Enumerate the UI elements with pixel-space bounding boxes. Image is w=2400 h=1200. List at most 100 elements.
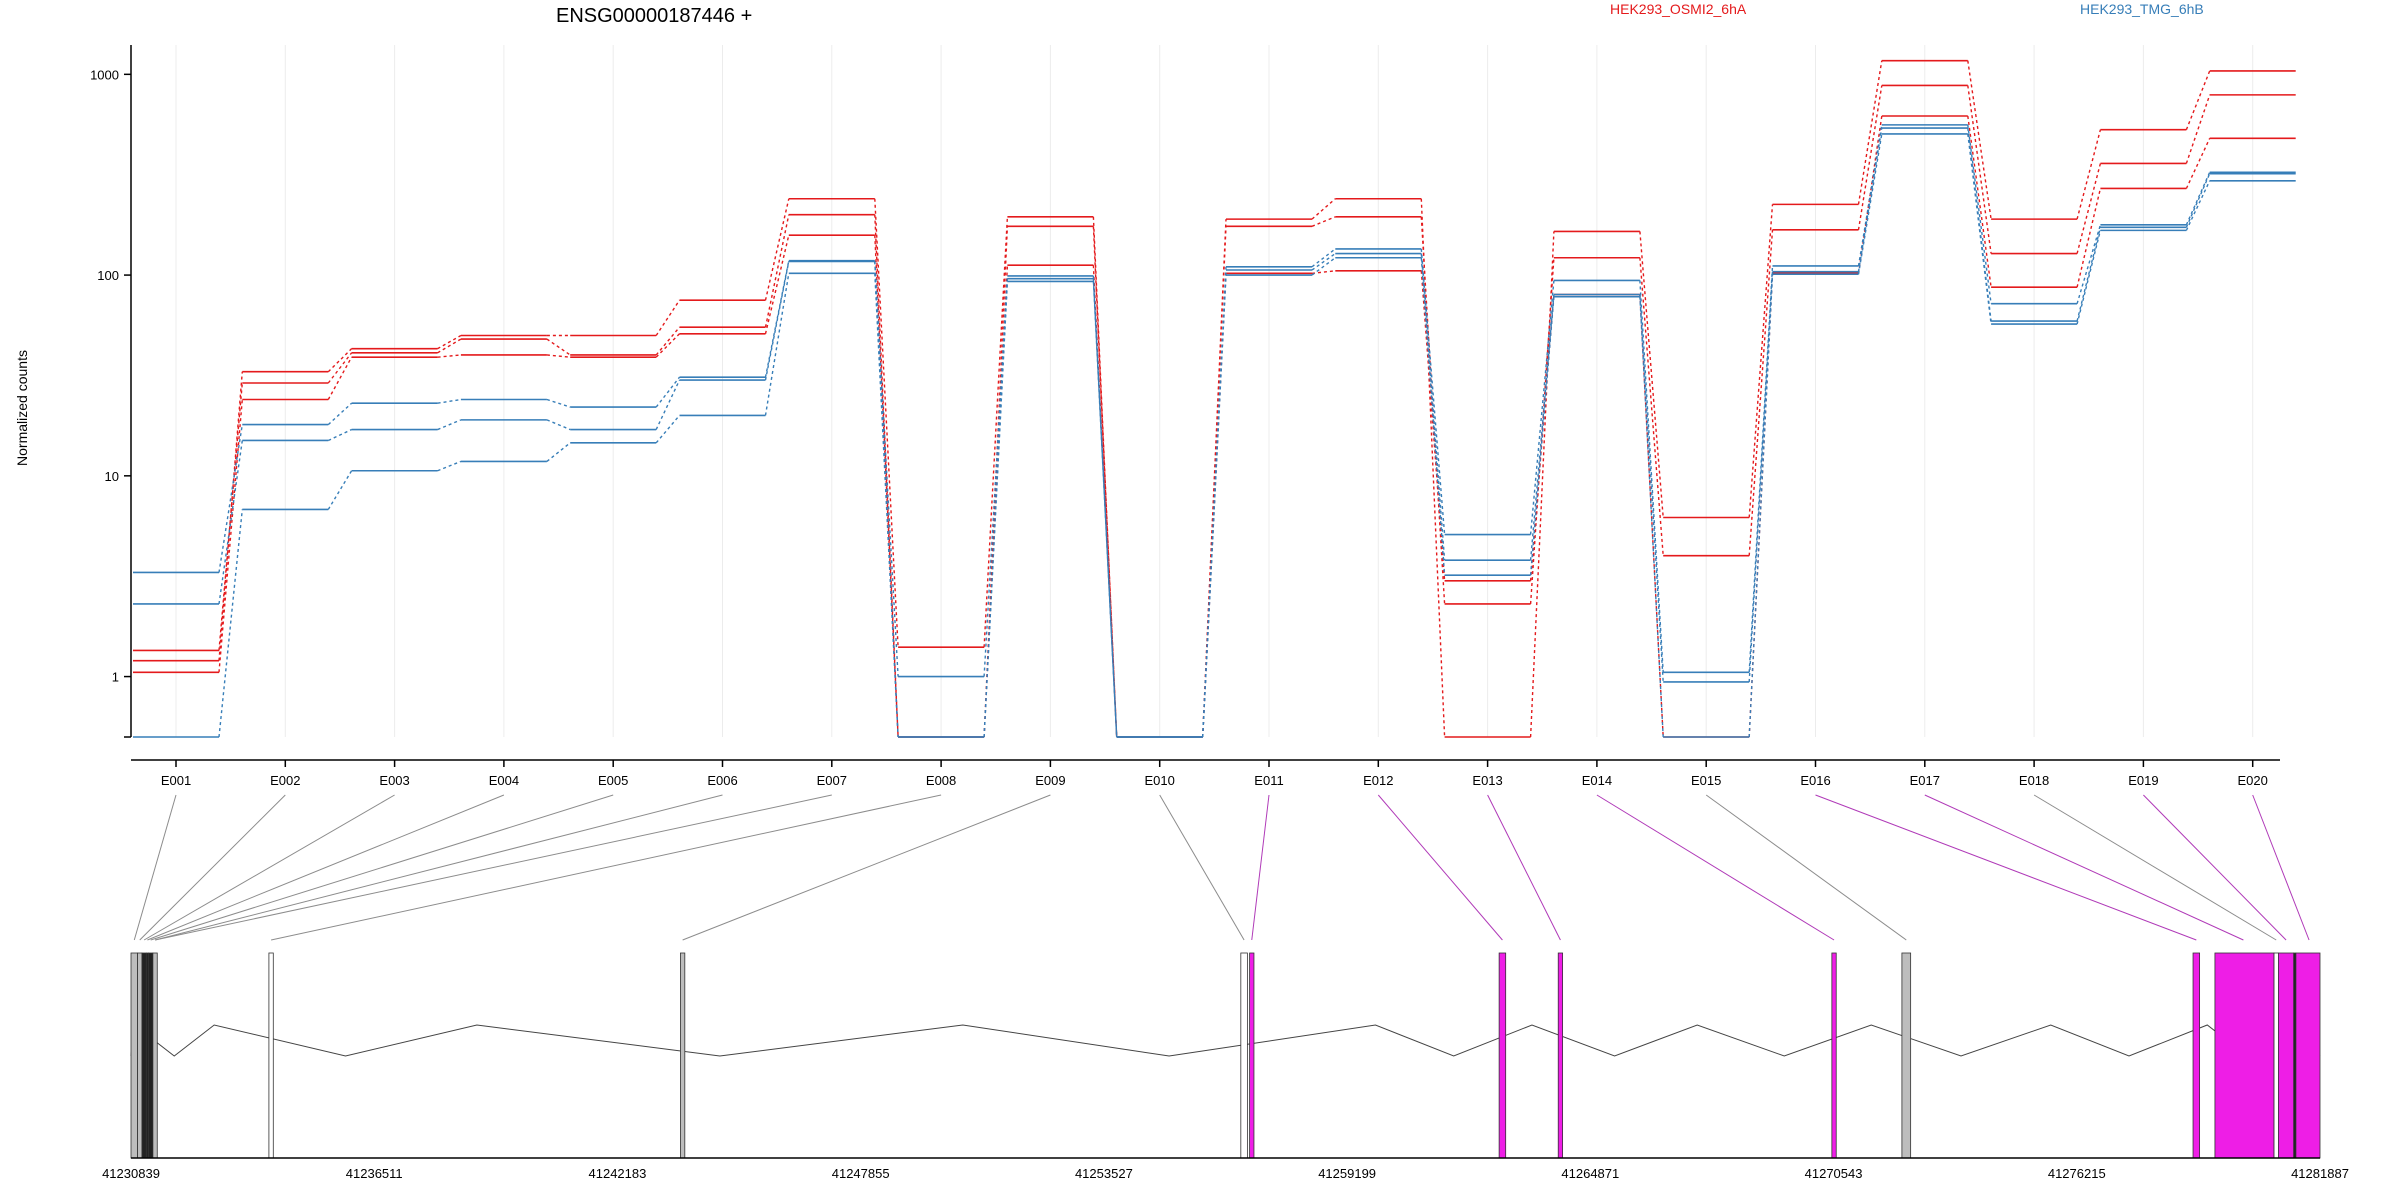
- x-tick-label: E003: [379, 773, 409, 788]
- transition-line: [1311, 198, 1336, 220]
- transition-line: [1967, 85, 1992, 254]
- transition-line: [2076, 230, 2102, 325]
- y-tick-label: 100: [97, 268, 119, 283]
- transition-line: [655, 299, 681, 336]
- exon-connector: [2143, 794, 2287, 941]
- axes: 1 10 100 1000 E001 E002 E003 E004 E005 E006 E007 E0…: [90, 45, 2280, 788]
- exon-block: [680, 952, 686, 1159]
- series-tmg: [133, 124, 2296, 738]
- exon-block: [141, 952, 147, 1159]
- transition-line: [764, 273, 790, 416]
- x-tick-label: E008: [926, 773, 956, 788]
- transition-line: [2185, 70, 2211, 130]
- transition-line: [327, 352, 353, 384]
- transition-line: [1202, 275, 1227, 738]
- x-tick-label: E010: [1145, 773, 1175, 788]
- transition-line: [546, 419, 571, 431]
- x-tick-label: E002: [270, 773, 300, 788]
- transition-line: [2185, 173, 2211, 228]
- y-axis-label: Normalized counts: [14, 350, 30, 466]
- transition-line: [764, 214, 790, 328]
- transition-line: [437, 398, 462, 404]
- transition-line: [546, 442, 571, 462]
- transition-line: [1529, 296, 1555, 576]
- coordinate-label: 41281887: [2291, 1166, 2349, 1181]
- coordinate-label: 41276215: [2048, 1166, 2106, 1181]
- transition-line: [218, 509, 243, 738]
- exon-connector: [143, 794, 395, 941]
- series-osmi2: [133, 59, 2296, 738]
- coordinate-label: 41270543: [1805, 1166, 1863, 1181]
- transition-line: [983, 216, 1009, 648]
- exon-connector: [270, 794, 942, 941]
- transition-line: [874, 273, 899, 738]
- transition-line: [1967, 133, 1992, 325]
- x-tick-label: E011: [1254, 773, 1283, 788]
- transition-line: [2076, 227, 2102, 322]
- x-tick-label: E012: [1363, 773, 1393, 788]
- x-tick-label: E016: [1800, 773, 1830, 788]
- transition-line: [1529, 257, 1555, 605]
- transition-line: [1092, 281, 1118, 738]
- transition-line: [983, 275, 1009, 677]
- exon-block: [1240, 952, 1248, 1159]
- coordinate-label: 41230839: [102, 1166, 160, 1181]
- transition-line: [1748, 265, 1774, 673]
- x-tick-label: E009: [1035, 773, 1065, 788]
- exon-block: [130, 952, 138, 1159]
- exon-connector: [1487, 794, 1561, 941]
- x-tick-label: E017: [1910, 773, 1940, 788]
- transition-line: [1967, 115, 1992, 288]
- transition-line: [764, 198, 790, 301]
- exon-connector: [2252, 794, 2310, 941]
- gene-model: 41230839 41236511 41242183 41247855 41253527…: [102, 952, 2349, 1181]
- transition-line: [655, 326, 681, 356]
- transition-line: [546, 398, 571, 408]
- exon-connector: [139, 794, 286, 941]
- x-tick-label: E018: [2019, 773, 2049, 788]
- exon-block: [1901, 952, 1912, 1159]
- coordinate-label: 41259199: [1318, 1166, 1376, 1181]
- exon-connector: [154, 794, 723, 941]
- x-tick-label: E004: [489, 773, 519, 788]
- transition-line: [218, 382, 243, 651]
- transition-line: [327, 470, 353, 510]
- transition-line: [1748, 229, 1774, 556]
- transition-line: [1857, 85, 1883, 230]
- transition-line: [1639, 257, 1664, 556]
- transition-line: [437, 460, 462, 472]
- transition-line: [327, 402, 353, 426]
- exon-connector: [1924, 794, 2244, 941]
- exon-connector: [147, 794, 505, 941]
- exon-block: [2214, 952, 2275, 1159]
- series-lines: [133, 59, 2296, 738]
- transition-line: [328, 428, 352, 442]
- legend-entry-osmi2: HEK293_OSMI2_6hA: [1610, 1, 1747, 17]
- vertical-gridlines: [175, 45, 2254, 737]
- transition-line: [437, 354, 461, 358]
- series-tmg: [133, 133, 2296, 738]
- exon-connector: [150, 794, 614, 941]
- transition-line: [1529, 231, 1555, 738]
- x-tick-label: E001: [161, 773, 191, 788]
- exon-block: [1831, 952, 1837, 1159]
- exon-connector: [1705, 794, 1907, 941]
- exon-connector: [1815, 794, 2197, 941]
- y-tick-label: 1000: [90, 67, 119, 82]
- transition-line: [327, 356, 353, 400]
- series-tmg: [133, 127, 2296, 738]
- x-tick-label: E020: [2238, 773, 2268, 788]
- exon-connector: [1596, 794, 1835, 941]
- transition-line: [437, 334, 462, 350]
- transition-line: [1311, 270, 1336, 275]
- exon-connector: [154, 794, 832, 941]
- transition-line: [2076, 188, 2102, 288]
- transition-line: [546, 338, 571, 356]
- transition-line: [2076, 224, 2102, 304]
- x-tick-label: E006: [707, 773, 737, 788]
- exon-block: [2278, 952, 2295, 1159]
- transition-line: [655, 379, 681, 430]
- transition-line: [983, 281, 1009, 738]
- transition-line: [437, 419, 462, 431]
